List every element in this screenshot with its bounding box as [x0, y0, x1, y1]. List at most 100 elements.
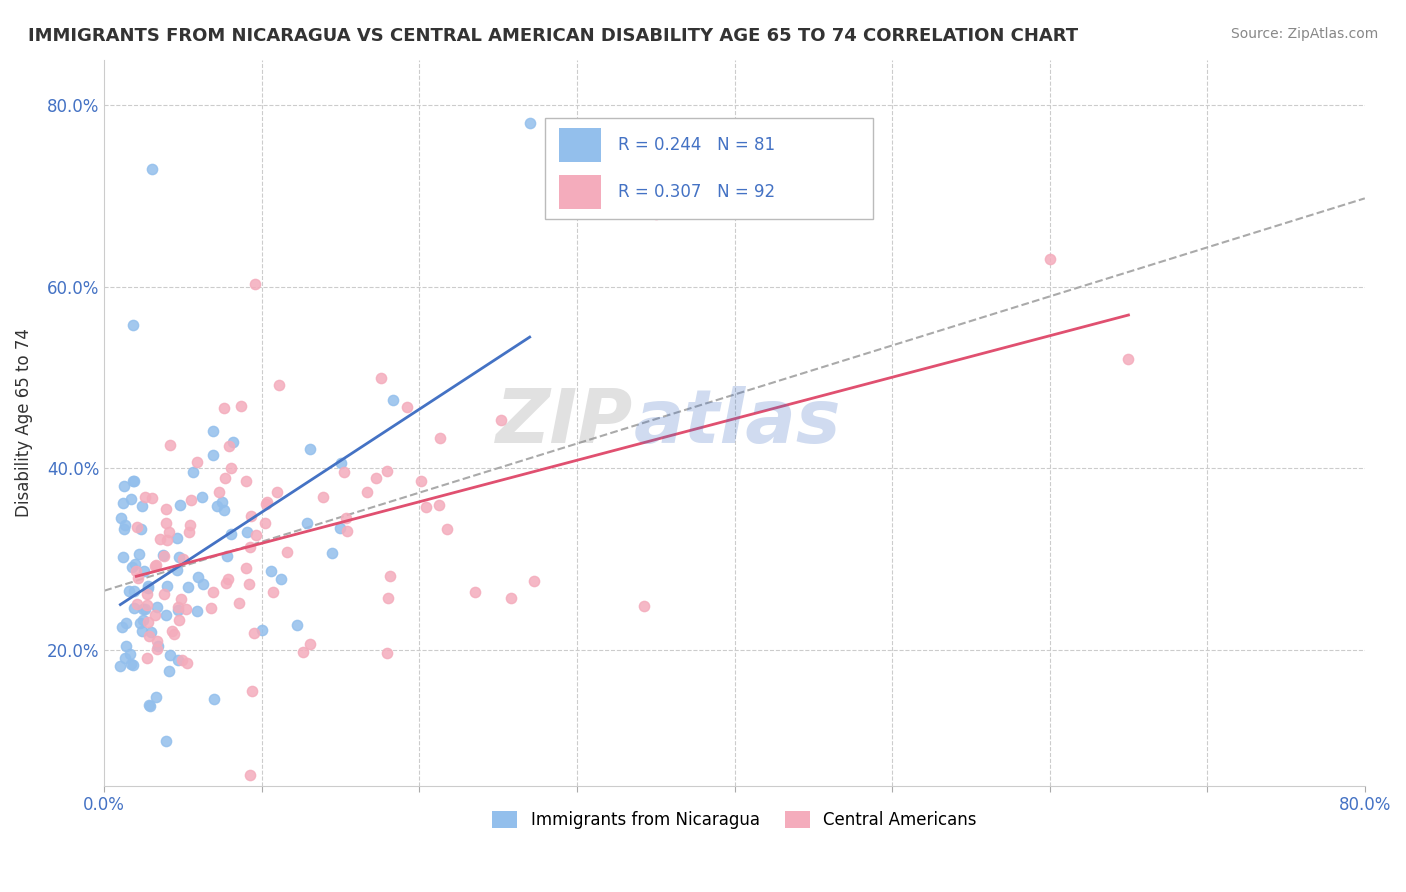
Point	[131, 624, 153, 639]
Point	[180, 492, 202, 507]
Point	[125, 520, 148, 534]
Text: ZIP: ZIP	[496, 386, 634, 459]
Point	[176, 656, 198, 670]
Point	[159, 438, 181, 452]
Point	[200, 601, 222, 615]
Point	[375, 464, 398, 478]
Point	[205, 500, 228, 514]
Point	[491, 413, 513, 427]
Point	[156, 579, 179, 593]
Point	[336, 524, 359, 538]
Point	[179, 524, 201, 539]
Point	[236, 525, 259, 540]
Point	[157, 665, 180, 679]
Point	[131, 500, 153, 514]
Point	[138, 698, 160, 713]
Point	[240, 509, 263, 524]
Point	[121, 318, 143, 332]
Point	[409, 474, 432, 488]
Point	[132, 565, 155, 579]
Point	[212, 401, 235, 416]
Point	[148, 640, 170, 654]
Point	[138, 629, 160, 643]
Point	[115, 640, 138, 654]
Point	[153, 587, 176, 601]
Point	[121, 657, 143, 672]
Point	[111, 619, 134, 633]
Point	[146, 633, 169, 648]
Point	[276, 544, 298, 558]
Point	[375, 646, 398, 660]
Point	[179, 517, 201, 532]
Point	[135, 598, 157, 612]
Point	[312, 490, 335, 504]
Point	[163, 627, 186, 641]
Point	[250, 623, 273, 637]
Point	[155, 734, 177, 748]
Point	[208, 484, 231, 499]
Point	[523, 574, 546, 588]
Point	[110, 511, 132, 525]
Point	[240, 683, 263, 698]
Point	[124, 558, 146, 572]
Point	[114, 651, 136, 665]
Point	[136, 615, 159, 630]
Text: atlas: atlas	[634, 386, 841, 459]
Point	[172, 552, 194, 566]
Point	[218, 439, 240, 453]
Point	[228, 596, 250, 610]
Point	[256, 495, 278, 509]
Point	[166, 531, 188, 545]
Point	[239, 540, 262, 554]
Point	[370, 371, 392, 385]
Point	[169, 499, 191, 513]
Point	[267, 378, 290, 392]
Point	[127, 598, 149, 612]
Point	[235, 474, 257, 488]
Point	[146, 642, 169, 657]
Point	[129, 522, 152, 536]
Point	[1039, 252, 1062, 267]
Point	[499, 591, 522, 605]
Point	[129, 615, 152, 630]
Point	[191, 576, 214, 591]
Point	[254, 516, 277, 531]
Point	[176, 602, 198, 616]
Point	[464, 585, 486, 599]
Point	[132, 602, 155, 616]
Point	[118, 584, 141, 599]
Point	[245, 528, 267, 542]
Point	[167, 653, 190, 667]
Point	[219, 460, 242, 475]
Point	[141, 491, 163, 505]
Point	[136, 579, 159, 593]
Point	[298, 442, 321, 456]
Point	[152, 548, 174, 562]
Point	[112, 479, 135, 493]
Point	[217, 572, 239, 586]
Point	[155, 608, 177, 623]
Point	[215, 549, 238, 563]
Point	[120, 491, 142, 506]
Point	[201, 585, 224, 599]
Point	[134, 490, 156, 504]
Point	[118, 647, 141, 661]
Point	[155, 516, 177, 530]
Point	[299, 637, 322, 651]
Point	[382, 392, 405, 407]
Point	[266, 485, 288, 500]
Point	[167, 549, 190, 564]
Point	[1118, 352, 1140, 367]
Point	[519, 116, 541, 130]
Point	[239, 768, 262, 782]
Point	[186, 603, 208, 617]
Point	[136, 581, 159, 595]
Point	[321, 546, 343, 560]
Point	[380, 569, 402, 583]
Point	[415, 500, 437, 514]
Point	[166, 563, 188, 577]
Point	[260, 564, 283, 578]
Text: IMMIGRANTS FROM NICARAGUA VS CENTRAL AMERICAN DISABILITY AGE 65 TO 74 CORRELATIO: IMMIGRANTS FROM NICARAGUA VS CENTRAL AME…	[28, 27, 1078, 45]
Point	[214, 575, 236, 590]
Y-axis label: Disability Age 65 to 74: Disability Age 65 to 74	[15, 328, 32, 517]
